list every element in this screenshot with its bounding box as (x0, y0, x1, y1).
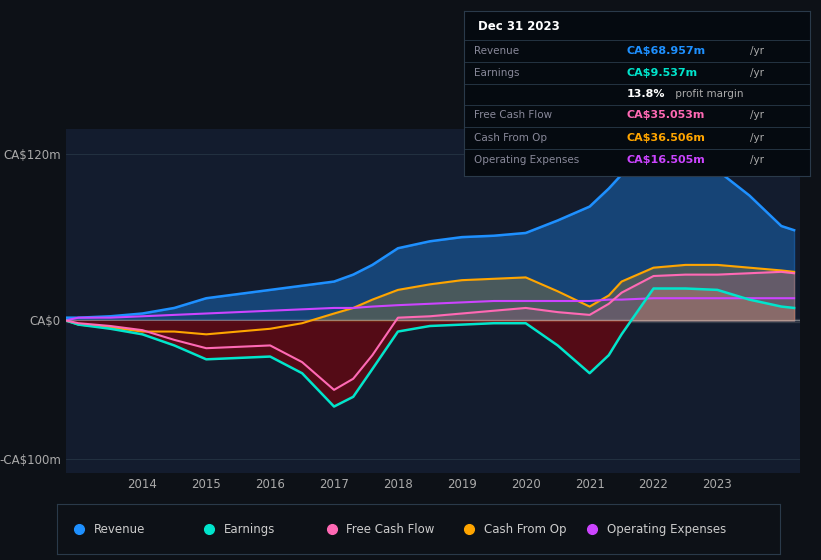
Text: Operating Expenses: Operating Expenses (607, 522, 726, 536)
Text: Revenue: Revenue (94, 522, 145, 536)
Text: CA$9.537m: CA$9.537m (626, 68, 698, 78)
Text: Dec 31 2023: Dec 31 2023 (478, 20, 559, 33)
Text: CA$68.957m: CA$68.957m (626, 46, 706, 56)
Text: profit margin: profit margin (672, 89, 743, 99)
Text: /yr: /yr (750, 68, 764, 78)
Text: Earnings: Earnings (223, 522, 275, 536)
Text: 13.8%: 13.8% (626, 89, 665, 99)
Text: CA$35.053m: CA$35.053m (626, 110, 705, 120)
Text: /yr: /yr (750, 46, 764, 56)
Text: Revenue: Revenue (475, 46, 520, 56)
Text: CA$36.506m: CA$36.506m (626, 133, 705, 143)
Text: Cash From Op: Cash From Op (475, 133, 548, 143)
Text: Free Cash Flow: Free Cash Flow (475, 110, 553, 120)
Text: Cash From Op: Cash From Op (484, 522, 566, 536)
Text: /yr: /yr (750, 133, 764, 143)
Text: Earnings: Earnings (475, 68, 520, 78)
Text: Free Cash Flow: Free Cash Flow (346, 522, 435, 536)
Text: Operating Expenses: Operating Expenses (475, 155, 580, 165)
Text: /yr: /yr (750, 155, 764, 165)
Bar (66, 319, 800, 322)
Text: CA$16.505m: CA$16.505m (626, 155, 705, 165)
Text: /yr: /yr (750, 110, 764, 120)
